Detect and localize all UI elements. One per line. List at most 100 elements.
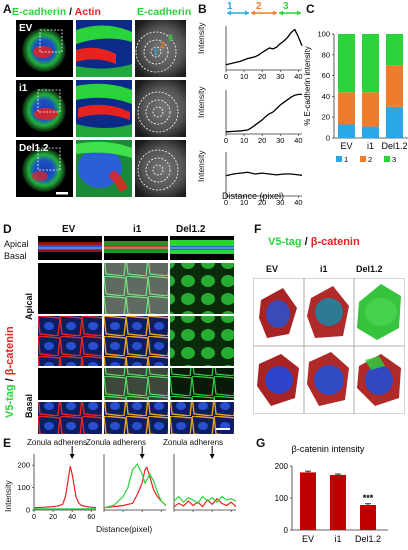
panel-f-title-sep: /: [301, 236, 311, 248]
panel-a-row-label-i1: i1: [19, 83, 28, 94]
panel-c-category-1: i1: [367, 141, 374, 151]
panel-f-title: V5-tag / β-catenin: [268, 236, 360, 248]
panel-d-micrographs: [38, 236, 234, 434]
panel-f-3d-renders: [253, 278, 405, 414]
panel-c-label: C: [306, 2, 315, 16]
panel-c-category-2: Del1.2: [381, 141, 407, 151]
panel-c-chart: 0 20 40 60 80 100 % E-cadherin intensity EV i1 De…: [303, 30, 408, 164]
panel-e-xtick-label-0: 0: [32, 514, 36, 521]
panel-f-i1-bottom: [307, 352, 349, 406]
panel-e-ytick-label-0: 0: [26, 506, 30, 515]
panel-d-row-basal: Basal: [24, 393, 34, 418]
panel-a-header: E-cadherin / Actin: [12, 6, 101, 18]
panel-b-tick-label-2-2: 20: [258, 136, 266, 145]
panel-e-line-1-red: [33, 466, 97, 509]
panel-c-ytick-label-3: 60: [322, 71, 330, 80]
panel-a-label: A: [3, 2, 12, 16]
panel-c-ytick-label-1: 20: [322, 113, 330, 122]
panel-f-ev-bottom: [257, 354, 299, 406]
panel-c-legend-label-1: 1: [344, 155, 348, 164]
panel-c-bar-Del1.2-seg-3: [386, 34, 403, 66]
panel-c-bar-i1-seg-3: [362, 34, 379, 93]
panel-b-tick-label-1-1: 10: [240, 72, 248, 81]
panel-c-bar-i1-seg-1: [362, 126, 379, 138]
panel-b-region-arrowhead-left-3: [279, 10, 283, 16]
panel-d-apical-zx: Apical: [4, 239, 29, 249]
panel-a-row-ev: [16, 20, 186, 77]
panel-d-col-del12: Del1.2: [176, 224, 206, 235]
panel-c-bar-Del1.2-seg-2: [386, 65, 403, 107]
panel-b-chart: 0 10 20 30 40 0 10 20 30 40 0 10 20 30 40: [224, 10, 303, 205]
panel-g-ytick-label-0: 0: [284, 526, 289, 535]
panel-b-region-arrowhead-right-2: [273, 10, 277, 16]
panel-c-legend-label-2: 2: [368, 155, 372, 164]
panel-b-series-line-2: [225, 93, 302, 133]
panel-g-title: β-catenin intensity: [292, 444, 365, 454]
panel-b-tick-label-3-3: 30: [276, 198, 284, 205]
panel-g-chart: β-catenin intensity 0 100 200 EV i1 Del1.2 ***: [275, 444, 388, 544]
panel-a-row-del12: [16, 140, 186, 197]
panel-e-xtick-label-1: 20: [49, 514, 57, 521]
panel-g-bar-1: [330, 474, 346, 530]
panel-e-line-3-red: [173, 497, 237, 508]
panel-b-series-line-3: [225, 171, 303, 177]
panel-c-legend-label-3: 3: [392, 155, 396, 164]
panel-f-del12-top: [357, 284, 401, 340]
panel-b-tick-label-3-4: 40: [294, 198, 302, 205]
panel-f-col-del12: Del1.2: [356, 264, 383, 274]
panel-b-region-1: 1: [227, 1, 233, 12]
panel-c-bar-EV-seg-1: [338, 124, 355, 138]
panel-d-apical-green: [38, 263, 234, 314]
panel-a-header-right: E-cadherin: [137, 6, 192, 18]
panel-g-category-2: Del1.2: [355, 534, 381, 544]
panel-g-ytick-label-1: 100: [275, 494, 289, 503]
panel-c-ytick-label-0: 0: [326, 134, 330, 143]
panel-f-del12-bottom: [357, 354, 401, 406]
panel-f-i1-top: [307, 286, 349, 338]
panel-e-arrowhead-2: [139, 454, 145, 459]
panel-d-basal-zx: Basal: [4, 251, 27, 261]
panel-e-xtick-label-2: 40: [68, 514, 76, 521]
panel-b-tick-label-1-2: 20: [258, 72, 266, 81]
panel-e-ylabel: Intensity: [3, 480, 13, 512]
panel-e-ytick-label-2: 200: [17, 461, 30, 470]
panel-a-row-label-del12: Del1.2: [19, 143, 49, 154]
panel-b-tick-label-2-3: 30: [276, 136, 284, 145]
panel-g-category-0: EV: [302, 534, 314, 544]
panel-e-chart: 0 100 200 0 20 40 60: [17, 446, 237, 521]
panel-d-basal-merge: [38, 402, 234, 434]
panel-d-side-label: V5-tag / β-catenin: [4, 326, 16, 418]
panel-g-category-1: i1: [334, 534, 341, 544]
panel-a-header-actin: Actin: [74, 6, 101, 18]
panel-g-ytick-label-2: 200: [275, 462, 289, 471]
panel-e-label: E: [3, 436, 12, 450]
panel-d-side-bcat: β-catenin: [4, 326, 16, 376]
panel-a-ring-3: 3: [168, 33, 174, 43]
panel-e-annot-1: Zonula adherens: [27, 438, 88, 447]
panel-b-tick-label-2-4: 40: [294, 136, 302, 145]
panel-b-xlabel: Distance (pixel): [222, 191, 285, 201]
panel-d-label: D: [3, 222, 12, 236]
panel-b-region-arrowhead-left-2: [251, 10, 255, 16]
panel-c-ylabel: % E-cadherin intensity: [303, 46, 312, 126]
panel-d-basal-green: [38, 368, 234, 400]
panel-b-ylabel-3: Intensity: [196, 150, 206, 182]
panel-c-legend-swatch-2: [360, 156, 366, 162]
panel-a-micrographs: [16, 20, 186, 197]
panel-b-region-3: 3: [283, 1, 289, 12]
panel-b-tick-label-1-4: 40: [294, 72, 302, 81]
panel-b-region-arrowhead-right-3: [297, 10, 301, 16]
panel-d-scale-bar: [216, 428, 230, 430]
panel-g-label: G: [256, 436, 266, 450]
panel-b-label: B: [198, 2, 207, 16]
panel-d-col-ev: EV: [62, 224, 76, 235]
panel-c-ytick-label-5: 100: [317, 30, 330, 39]
panel-f-label: F: [254, 222, 262, 236]
panel-b-tick-label-3-2: 20: [258, 198, 266, 205]
panel-d-side-v5: V5-tag: [4, 384, 16, 418]
panel-f-col-i1: i1: [320, 264, 328, 274]
panel-e-line-3-green: [173, 495, 237, 505]
panel-f-title-bcat: β-catenin: [310, 236, 360, 248]
panel-f-ev-top: [259, 288, 297, 338]
panel-d-col-i1: i1: [133, 224, 142, 235]
